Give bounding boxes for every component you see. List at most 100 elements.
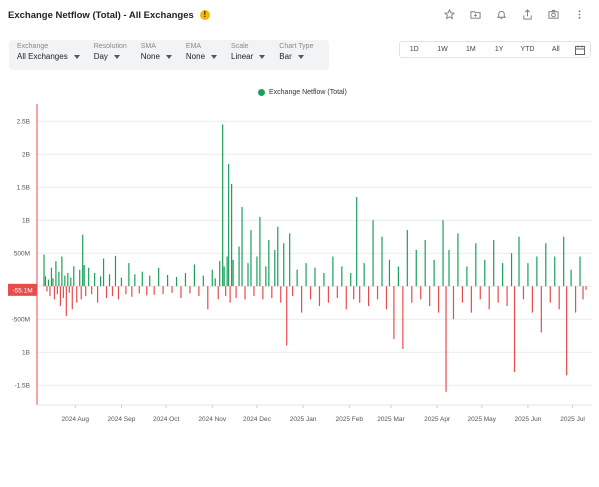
bar (238, 246, 240, 287)
bar (277, 226, 279, 287)
bar (388, 259, 391, 287)
bar (323, 273, 325, 287)
y-tick-label: -1.5B (14, 383, 30, 390)
more-icon[interactable] (573, 8, 585, 20)
bar (91, 286, 93, 295)
exchange-select[interactable]: Exchange All Exchanges (17, 43, 80, 70)
bar (61, 256, 63, 287)
bar (108, 274, 111, 287)
bar (58, 271, 60, 287)
range-1y-button[interactable]: 1Y (494, 46, 504, 53)
y-tick-label: 2.5B (17, 119, 30, 126)
bar (47, 279, 50, 287)
y-tick-label: 2B (22, 152, 30, 159)
x-tick-label: 2025 Apr (424, 416, 451, 423)
range-1m-button[interactable]: 1M (465, 46, 476, 53)
bar (117, 286, 120, 300)
exchange-value: All Exchanges (17, 52, 68, 61)
bar (73, 266, 75, 287)
bar (256, 256, 258, 287)
bar (570, 269, 572, 287)
bar (67, 273, 69, 287)
range-1w-button[interactable]: 1W (437, 46, 448, 53)
bar (149, 275, 151, 287)
bar (579, 256, 581, 287)
bar (470, 286, 472, 313)
scale-select[interactable]: Scale Linear (231, 43, 266, 70)
legend-swatch (258, 89, 265, 96)
ema-select[interactable]: EMA None (185, 43, 218, 70)
bar (166, 274, 169, 287)
star-icon[interactable] (443, 8, 455, 20)
chevron-down-icon (211, 54, 218, 59)
y-tick-label: 1.5B (17, 185, 30, 192)
range-ytd-button[interactable]: YTD (520, 46, 535, 53)
chevron-down-icon (297, 54, 304, 59)
bar (457, 233, 459, 287)
calendar-icon[interactable] (570, 45, 590, 55)
bar (214, 278, 216, 287)
ema-value: None (185, 52, 206, 61)
bar (296, 269, 298, 287)
bar (506, 286, 508, 306)
bar (484, 259, 486, 287)
scale-value: Linear (231, 52, 254, 61)
netflow-bar-chart: 2.5B 2B 1.5B 1B 500M -500M 1B -1.5B 2024 Aug 2024… (8, 104, 592, 423)
bar (162, 286, 164, 295)
camera-icon[interactable] (547, 8, 559, 20)
bar (429, 286, 431, 306)
bar (80, 286, 82, 300)
range-all-button[interactable]: All (551, 46, 560, 53)
bar (265, 266, 267, 287)
bar (231, 183, 233, 287)
bar (381, 236, 383, 287)
resolution-select[interactable]: Resolution Day (94, 43, 127, 70)
chevron-down-icon (73, 54, 80, 59)
bar (99, 276, 102, 287)
bar (461, 286, 464, 303)
sma-select[interactable]: SMA None (141, 43, 172, 70)
bar (128, 263, 130, 287)
bell-icon[interactable] (495, 8, 507, 20)
bar (345, 286, 347, 310)
bar (411, 286, 413, 303)
x-tick-label: 2025 Feb (336, 416, 364, 423)
bar (372, 220, 374, 287)
folder-add-icon[interactable] (469, 8, 481, 20)
bar (531, 286, 533, 313)
bar (448, 249, 450, 287)
warning-icon[interactable]: ! (199, 10, 210, 20)
bar (280, 286, 282, 303)
x-tick-label: 2025 Mar (377, 416, 405, 423)
bar (120, 277, 123, 287)
bar (64, 275, 66, 287)
x-tick-label: 2024 Sep (108, 416, 136, 423)
bar (158, 267, 160, 287)
bar (502, 263, 504, 287)
bar (97, 286, 99, 303)
bar (262, 286, 264, 300)
x-tick-label: 2025 Jan (290, 416, 317, 423)
bar (68, 286, 70, 293)
bar (540, 286, 542, 333)
chart-legend[interactable]: Exchange Netflow (Total) (258, 89, 347, 96)
bar (59, 286, 61, 306)
bar (141, 271, 143, 287)
share-icon[interactable] (521, 8, 533, 20)
bar (146, 286, 148, 296)
y-tick-label: -500M (12, 317, 30, 324)
chart-type-select[interactable]: Chart Type Bar (279, 43, 313, 70)
bar (385, 286, 388, 310)
bar (336, 286, 338, 299)
bar (56, 286, 59, 295)
bar (271, 286, 273, 299)
x-tick-label: 2024 Nov (198, 416, 227, 423)
chevron-down-icon (259, 54, 266, 59)
bar (125, 286, 127, 295)
bar (397, 266, 399, 287)
range-1d-button[interactable]: 1D (409, 46, 419, 53)
chart-type-value: Bar (279, 52, 292, 61)
bar (558, 286, 560, 310)
bar (359, 286, 361, 303)
bar (437, 286, 440, 313)
